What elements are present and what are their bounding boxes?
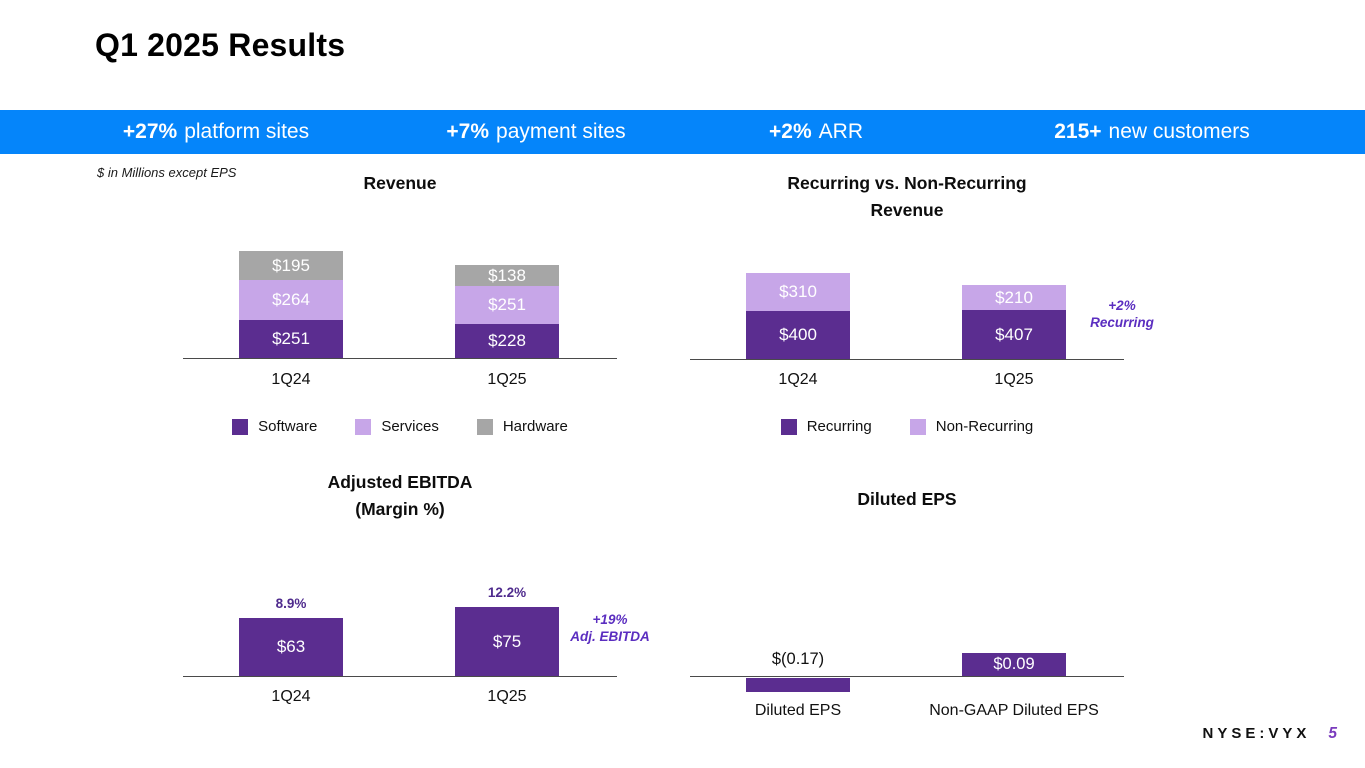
bar-segment: $63 (239, 618, 343, 676)
bar-segment: $400 (746, 311, 850, 359)
legend-label: Recurring (806, 418, 872, 435)
legend-swatch (232, 418, 249, 435)
bar: $228 $251 $138 (455, 265, 559, 358)
bar-segment: $264 (239, 280, 343, 320)
legend-item: Hardware (476, 418, 568, 435)
highlight-value: +2% (769, 120, 812, 143)
legend-item: Services (355, 418, 439, 435)
chart-title-diluted-eps: Diluted EPS (690, 486, 1124, 513)
page-title: Q1 2025 Results (95, 27, 346, 63)
legend-revenue: Software Services Hardware (183, 418, 617, 435)
legend-swatch (780, 418, 797, 435)
highlights-banner: +27% platform sites +7% payment sites +2… (0, 110, 1365, 154)
annotation-line: Adj. EBITDA (570, 629, 650, 644)
highlight-platform-sites: +27% platform sites (123, 110, 309, 154)
x-axis-label: 1Q24 (778, 371, 818, 388)
x-axis-labels-diluted-eps: Diluted EPS Non-GAAP Diluted EPS (690, 702, 1124, 724)
chart-plot-diluted-eps: $(0.17) $0.09 (690, 640, 1124, 720)
annotation-line: Recurring (1090, 315, 1154, 330)
legend-item: Software (232, 418, 317, 435)
page-number: 5 (1328, 725, 1337, 742)
bar-segment: $228 (455, 324, 559, 358)
highlight-label: platform sites (184, 120, 310, 143)
bar: $63 (239, 618, 343, 676)
x-axis-label: 1Q25 (487, 688, 527, 705)
x-axis-label: 1Q24 (271, 371, 311, 388)
highlight-value: 215+ (1054, 120, 1102, 143)
legend-label: Non-Recurring (935, 418, 1034, 435)
x-axis-label: 1Q25 (487, 371, 527, 388)
bar: $75 (455, 607, 559, 676)
legend-swatch (355, 418, 372, 435)
x-axis-line (690, 676, 1124, 677)
legend-label: Services (381, 418, 439, 435)
bar-segment: $210 (962, 285, 1066, 310)
x-axis-label: 1Q24 (271, 688, 311, 705)
legend-recurring-revenue: Recurring Non-Recurring (690, 418, 1124, 435)
footer: NYSE:VYX 5 (1203, 725, 1337, 743)
chart-plot-revenue: $251 $264 $195 $228 $251 $138 (183, 240, 617, 359)
chart-title-revenue: Revenue (183, 170, 617, 197)
legend-label: Software (258, 418, 318, 435)
annotation-ebitda-growth: +19% Adj. EBITDA (556, 611, 664, 645)
highlight-arr: +2% ARR (769, 110, 863, 154)
chart-plot-adjusted-ebitda: $63 8.9% $75 12.2% (183, 585, 617, 677)
bar-segment: $251 (455, 286, 559, 324)
annotation-recurring-growth: +2% Recurring (1070, 297, 1174, 331)
highlight-new-customers: 215+ new customers (1054, 110, 1250, 154)
bar-segment: $310 (746, 273, 850, 311)
bar-segment: $195 (239, 251, 343, 280)
units-note: $ in Millions except EPS (97, 165, 237, 180)
legend-label: Hardware (502, 418, 568, 435)
highlight-payment-sites: +7% payment sites (446, 110, 625, 154)
chart-title-line: Revenue (870, 200, 944, 220)
bar-segment: $251 (239, 320, 343, 358)
annotation-line: +2% (1108, 298, 1136, 313)
bar-margin-label: 12.2% (487, 585, 527, 600)
highlight-label: new customers (1108, 120, 1250, 143)
bar: $407 $210 (962, 285, 1066, 359)
bar-value-label: $(0.17) (771, 650, 825, 668)
highlight-value: +7% (446, 120, 490, 143)
bar: $251 $264 $195 (239, 251, 343, 358)
highlight-label: ARR (818, 120, 863, 143)
annotation-line: +19% (592, 612, 628, 627)
chart-title-line: Revenue (363, 173, 437, 193)
bar: $400 $310 (746, 273, 850, 359)
bar-segment: $138 (455, 265, 559, 286)
bar-margin-label: 8.9% (275, 596, 307, 611)
legend-item: Recurring (780, 418, 872, 435)
highlight-value: +27% (122, 120, 178, 143)
x-axis-labels-adjusted-ebitda: 1Q24 1Q25 (183, 688, 617, 710)
bar-segment: $407 (962, 310, 1066, 359)
chart-title-adjusted-ebitda: Adjusted EBITDA (Margin %) (183, 469, 617, 523)
chart-title-line: Diluted EPS (857, 489, 957, 509)
x-axis-labels-recurring-revenue: 1Q24 1Q25 (690, 371, 1124, 393)
ticker-label: NYSE:VYX (1202, 725, 1311, 742)
bar-segment: $75 (455, 607, 559, 676)
highlight-label: payment sites (496, 120, 626, 143)
x-axis-label: Non-GAAP Diluted EPS (929, 702, 1099, 719)
x-axis-labels-revenue: 1Q24 1Q25 (183, 371, 617, 393)
chart-title-line: (Margin %) (355, 499, 445, 519)
legend-swatch (476, 418, 493, 435)
bar: $0.09 (962, 653, 1066, 676)
chart-plot-recurring-revenue: $400 $310 $407 $210 (690, 265, 1124, 360)
chart-title-line: Adjusted EBITDA (327, 472, 473, 492)
bar (746, 678, 850, 692)
x-axis-label: 1Q25 (994, 371, 1034, 388)
chart-title-recurring-revenue: Recurring vs. Non-Recurring Revenue (690, 170, 1124, 224)
legend-item: Non-Recurring (909, 418, 1034, 435)
x-axis-label: Diluted EPS (754, 702, 842, 719)
legend-swatch (909, 418, 926, 435)
chart-title-line: Recurring vs. Non-Recurring (787, 173, 1027, 193)
